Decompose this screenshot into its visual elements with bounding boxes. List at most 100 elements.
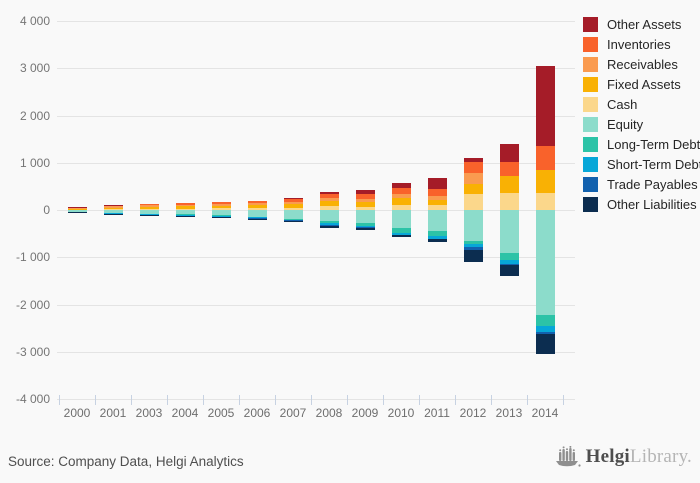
- bar-segment[interactable]: [427, 204, 447, 210]
- bar-segment[interactable]: [427, 189, 447, 196]
- bar-segment[interactable]: [463, 172, 483, 184]
- bar-segment[interactable]: [535, 193, 555, 210]
- bar-segment[interactable]: [427, 236, 447, 239]
- bar-segment[interactable]: [139, 206, 159, 209]
- legend-item[interactable]: Fixed Assets: [583, 74, 700, 94]
- bar-segment[interactable]: [499, 175, 519, 193]
- bar-segment[interactable]: [391, 234, 411, 236]
- bar-segment[interactable]: [247, 205, 267, 208]
- bar-segment[interactable]: [283, 210, 303, 219]
- bar-segment[interactable]: [427, 230, 447, 237]
- bar-segment[interactable]: [355, 222, 375, 227]
- bar-segment[interactable]: [175, 204, 195, 207]
- bar-segment[interactable]: [535, 331, 555, 335]
- bar-segment[interactable]: [463, 210, 483, 242]
- bar-segment[interactable]: [355, 194, 375, 199]
- legend-item[interactable]: Other Assets: [583, 14, 700, 34]
- bar-segment[interactable]: [67, 208, 87, 209]
- bar-segment[interactable]: [319, 194, 339, 198]
- bar-segment[interactable]: [247, 207, 267, 210]
- bar-segment[interactable]: [211, 208, 231, 210]
- legend-item[interactable]: Trade Payables: [583, 174, 700, 194]
- bar-segment[interactable]: [319, 221, 339, 224]
- bar-segment[interactable]: [463, 247, 483, 251]
- bar-segment[interactable]: [283, 218, 303, 220]
- bar-segment[interactable]: [391, 210, 411, 228]
- legend-item[interactable]: Inventories: [583, 34, 700, 54]
- bar-segment[interactable]: [355, 227, 375, 229]
- bar-segment[interactable]: [139, 203, 159, 206]
- bar-segment[interactable]: [247, 210, 267, 217]
- bar-segment[interactable]: [283, 207, 303, 210]
- bar-segment[interactable]: [355, 210, 375, 223]
- bar-segment[interactable]: [319, 224, 339, 227]
- bar-segment[interactable]: [535, 315, 555, 327]
- bar-segment[interactable]: [175, 215, 195, 217]
- bar-segment[interactable]: [139, 213, 159, 215]
- bar-segment[interactable]: [355, 226, 375, 228]
- bar-segment[interactable]: [67, 208, 87, 210]
- bar-segment[interactable]: [391, 197, 411, 206]
- bar-segment[interactable]: [67, 210, 87, 212]
- bar-segment[interactable]: [283, 197, 303, 200]
- bar-segment[interactable]: [319, 226, 339, 228]
- bar-segment[interactable]: [391, 232, 411, 235]
- bar-segment[interactable]: [499, 260, 519, 265]
- bar-segment[interactable]: [463, 161, 483, 173]
- bar-segment[interactable]: [319, 192, 339, 195]
- legend-item[interactable]: Receivables: [583, 54, 700, 74]
- bar-segment[interactable]: [391, 205, 411, 210]
- bar-segment[interactable]: [139, 214, 159, 216]
- bar-segment[interactable]: [103, 214, 123, 215]
- bar-segment[interactable]: [319, 200, 339, 206]
- bar-segment[interactable]: [427, 210, 447, 231]
- bar-segment[interactable]: [175, 206, 195, 209]
- bar-segment[interactable]: [355, 190, 375, 195]
- bar-segment[interactable]: [103, 210, 123, 213]
- bar-segment[interactable]: [247, 217, 267, 219]
- bar-segment[interactable]: [427, 199, 447, 205]
- bar-segment[interactable]: [463, 194, 483, 210]
- bar-segment[interactable]: [283, 201, 303, 204]
- legend-item[interactable]: Cash: [583, 94, 700, 114]
- bar-segment[interactable]: [499, 252, 519, 261]
- bar-segment[interactable]: [535, 65, 555, 147]
- bar-segment[interactable]: [427, 239, 447, 242]
- bar-segment[interactable]: [175, 208, 195, 210]
- bar-segment[interactable]: [391, 227, 411, 233]
- bar-segment[interactable]: [103, 205, 123, 207]
- bar-segment[interactable]: [535, 334, 555, 355]
- bar-segment[interactable]: [319, 197, 339, 201]
- bar-segment[interactable]: [355, 198, 375, 202]
- bar-segment[interactable]: [535, 210, 555, 316]
- bar-segment[interactable]: [175, 210, 195, 215]
- bar-segment[interactable]: [247, 203, 267, 206]
- bar-segment[interactable]: [391, 235, 411, 237]
- bar-segment[interactable]: [211, 217, 231, 219]
- bar-segment[interactable]: [463, 183, 483, 195]
- bar-segment[interactable]: [391, 188, 411, 194]
- bar-segment[interactable]: [211, 202, 231, 205]
- bar-segment[interactable]: [427, 178, 447, 190]
- bar-segment[interactable]: [463, 250, 483, 262]
- bar-segment[interactable]: [247, 216, 267, 218]
- bar-segment[interactable]: [139, 210, 159, 214]
- bar-segment[interactable]: [499, 144, 519, 162]
- bar-segment[interactable]: [139, 208, 159, 210]
- bar-segment[interactable]: [319, 210, 339, 222]
- bar-segment[interactable]: [463, 241, 483, 245]
- bar-segment[interactable]: [103, 207, 123, 210]
- legend-item[interactable]: Other Liabilities: [583, 194, 700, 214]
- bar-segment[interactable]: [535, 146, 555, 170]
- bar-segment[interactable]: [427, 238, 447, 240]
- helgi-library-logo[interactable]: HelgiLibrary.: [555, 446, 692, 468]
- bar-segment[interactable]: [319, 223, 339, 225]
- bar-segment[interactable]: [355, 201, 375, 207]
- bar-segment[interactable]: [535, 169, 555, 194]
- bar-segment[interactable]: [463, 158, 483, 162]
- legend-item[interactable]: Equity: [583, 114, 700, 134]
- bar-segment[interactable]: [391, 183, 411, 189]
- bar-segment[interactable]: [499, 210, 519, 253]
- bar-segment[interactable]: [211, 216, 231, 218]
- bar-segment[interactable]: [391, 193, 411, 198]
